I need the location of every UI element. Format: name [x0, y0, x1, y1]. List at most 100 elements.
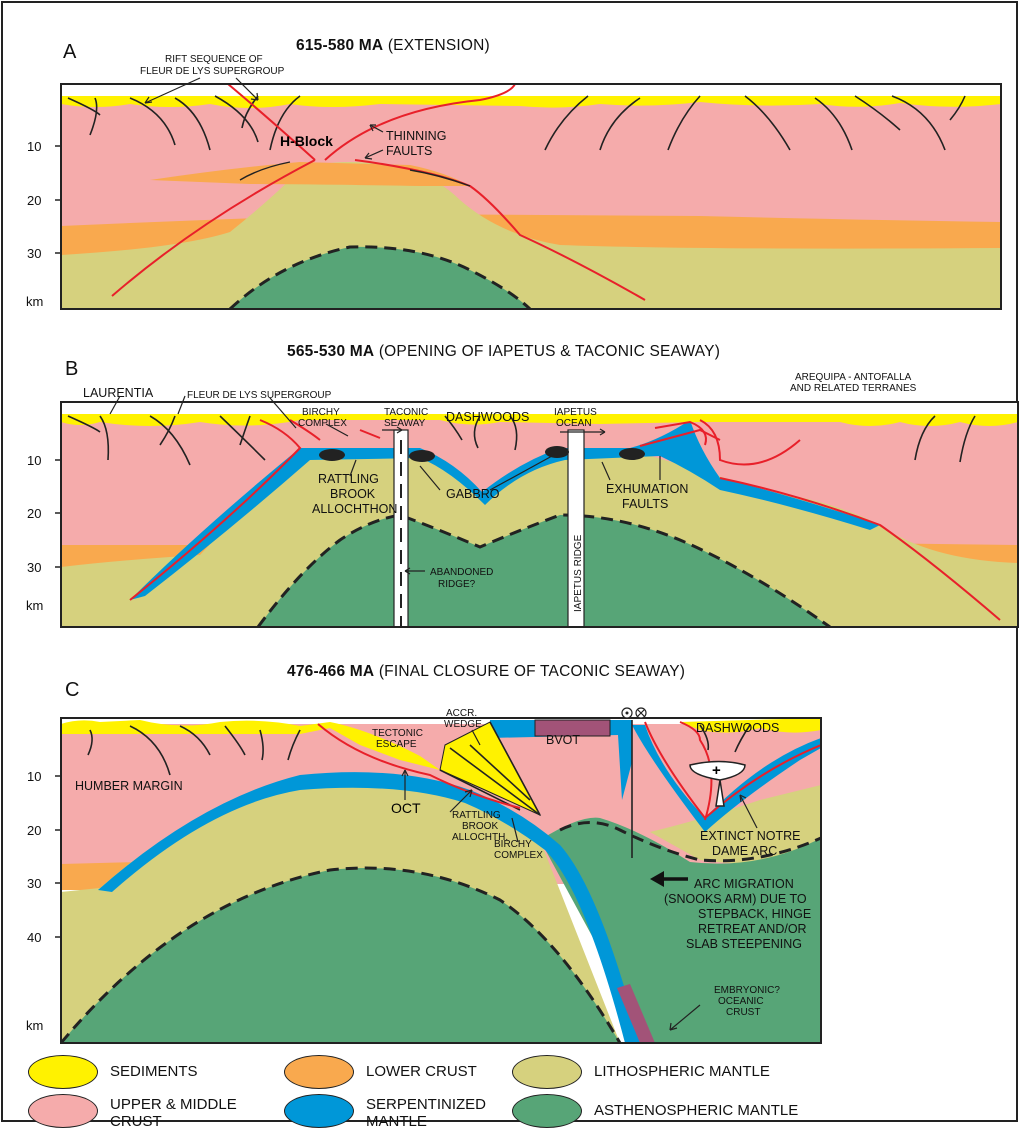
b-abandoned-2: RIDGE?: [438, 579, 476, 590]
b-laurentia: LAURENTIA: [83, 386, 154, 400]
c-tick-20: 20: [27, 823, 41, 838]
b-rattling-3: ALLOCHTHON: [312, 502, 397, 516]
c-arc-magma: [689, 760, 746, 807]
b-birchy-1: BIRCHY: [302, 407, 340, 418]
legend-litho-mantle: LITHOSPHERIC MANTLE: [512, 1055, 770, 1089]
b-dashwoods: DASHWOODS: [446, 410, 529, 424]
c-oceanic-crust: [617, 984, 655, 1043]
b-exhumation-2: FAULTS: [622, 497, 668, 511]
c-migration-3: STEPBACK, HINGE: [698, 907, 811, 921]
b-lower-crust: [61, 543, 1018, 570]
c-rattling-3: ALLOCHTH.: [452, 832, 508, 843]
a-rift-label-2: FLEUR DE LYS SUPERGROUP: [140, 66, 285, 77]
panel-a-axis: 10 20 30 km: [26, 139, 61, 309]
a-thinning-label-2: FAULTS: [386, 144, 432, 158]
panel-c-section: +: [61, 718, 821, 1043]
c-embryonic-2: OCEANIC: [718, 996, 764, 1007]
panel-b-age: 565-530 MA: [287, 343, 375, 360]
b-iapetus-ridge: [567, 429, 585, 627]
c-right-serp: [632, 725, 821, 832]
panel-a-subtitle: (EXTENSION): [387, 37, 490, 54]
b-arequipa-1: AREQUIPA - ANTOFALLA: [795, 372, 912, 383]
a-tick-30: 30: [27, 246, 41, 261]
c-embryonic-1: EMBRYONIC?: [714, 985, 780, 996]
panel-a-letter: A: [63, 41, 77, 63]
panel-b-letter: B: [65, 358, 79, 380]
legend-label-sediments: SEDIMENTS: [110, 1063, 198, 1080]
c-dashwoods: DASHWOODS: [696, 721, 779, 735]
b-exhumation-1: EXHUMATION: [606, 482, 688, 496]
b-taconic-2: SEAWAY: [384, 418, 426, 429]
c-litho-right: [650, 785, 821, 864]
b-leader-lines: [109, 395, 661, 575]
legend-swatch-litho-mantle: [512, 1055, 582, 1089]
c-sediments: [61, 718, 821, 770]
c-notre-1: EXTINCT NOTRE: [700, 829, 800, 843]
c-leader-lines: [401, 729, 758, 1031]
b-fleur: FLEUR DE LYS SUPERGROUP: [187, 390, 332, 401]
legend-sediments: SEDIMENTS: [28, 1055, 198, 1089]
legend-swatch-asthenosphere: [512, 1094, 582, 1128]
legend-swatch-upper-crust: [28, 1094, 98, 1128]
b-iapetus-ocean-1: IAPETUS: [554, 407, 597, 418]
b-rattling-2: BROOK: [330, 487, 376, 501]
panel-b-title: 565-530 MA (OPENING OF IAPETUS & TACONIC…: [287, 343, 720, 361]
c-rattling-1: RATTLING: [452, 810, 501, 821]
c-migration-2: (SNOOKS ARM) DUE TO: [664, 892, 807, 906]
c-rattling-2: BROOK: [462, 821, 498, 832]
c-tick-10: 10: [27, 769, 41, 784]
c-birchy-2: COMPLEX: [494, 850, 543, 861]
panel-b-subtitle: (OPENING OF IAPETUS & TACONIC SEAWAY): [378, 343, 721, 360]
b-arequipa-2: AND RELATED TERRANES: [790, 383, 917, 394]
legend-asthenosphere: ASTHENOSPHERIC MANTLE: [512, 1094, 798, 1128]
a-thinning-label-1: THINNING: [386, 129, 446, 143]
c-strike-slip-symbol: [621, 707, 647, 719]
c-asthenosphere-left: [61, 868, 620, 1043]
c-migration-arrow-head: [650, 871, 664, 887]
a-tick-10: 10: [27, 139, 41, 154]
panel-c-subtitle: (FINAL CLOSURE OF TACONIC SEAWAY): [378, 663, 686, 680]
a-rift-label-1: RIFT SEQUENCE OF: [165, 54, 263, 65]
c-birchy-1: BIRCHY: [494, 839, 532, 850]
panel-a-section: [61, 84, 1001, 309]
c-accr-1: ACCR.: [446, 708, 477, 719]
c-notre-2: DAME ARC: [712, 844, 777, 858]
b-serpentinized: [130, 420, 880, 600]
c-migration-1: ARC MIGRATION: [694, 877, 794, 891]
legend-label-asthenosphere: ASTHENOSPHERIC MANTLE: [594, 1102, 799, 1119]
c-accr-wedge: [439, 721, 542, 817]
legend-swatch-lower-crust: [284, 1055, 354, 1089]
c-migration-4: RETREAT AND/OR: [698, 922, 807, 936]
c-lower-crust: [61, 862, 140, 890]
panel-b-section: [61, 402, 1018, 627]
legend-lower-crust: LOWER CRUST: [284, 1055, 477, 1089]
c-oct: OCT: [391, 800, 421, 816]
b-abandoned-1: ABANDONED: [430, 567, 493, 578]
legend-upper-crust: UPPER & MIDDLE CRUST: [28, 1094, 270, 1130]
c-migration-5: SLAB STEEPENING: [686, 937, 802, 951]
b-tick-20: 20: [27, 506, 41, 521]
c-bvot-block: [534, 719, 611, 737]
c-humber: HUMBER MARGIN: [75, 779, 183, 793]
c-tick-30: 30: [27, 876, 41, 891]
b-gabbro-bodies: [319, 446, 645, 462]
panel-c-age: 476-466 MA: [287, 663, 375, 680]
a-asthenosphere: [230, 246, 530, 309]
b-birchy-2: COMPLEX: [298, 418, 347, 429]
panel-a-age: 615-580 MA: [296, 37, 384, 54]
panel-c-axis: 10 20 30 40 km: [26, 769, 61, 1033]
c-accr-2: WEDGE: [444, 719, 482, 730]
panel-c-letter: C: [65, 679, 80, 701]
a-unit: km: [26, 294, 43, 309]
b-tick-30: 30: [27, 560, 41, 575]
b-tick-10: 10: [27, 453, 41, 468]
legend-label-litho-mantle: LITHOSPHERIC MANTLE: [594, 1063, 770, 1080]
a-hblock-label: H-Block: [280, 133, 333, 149]
b-iapetus-ridge-label: IAPETUS RIDGE: [573, 534, 584, 612]
a-tick-20: 20: [27, 193, 41, 208]
b-iapetus-ocean-2: OCEAN: [556, 418, 592, 429]
c-unit: km: [26, 1018, 43, 1033]
legend-swatch-serpentinized: [284, 1094, 354, 1128]
c-tectonic-2: ESCAPE: [376, 739, 417, 750]
c-bvot: BVOT: [546, 733, 580, 747]
